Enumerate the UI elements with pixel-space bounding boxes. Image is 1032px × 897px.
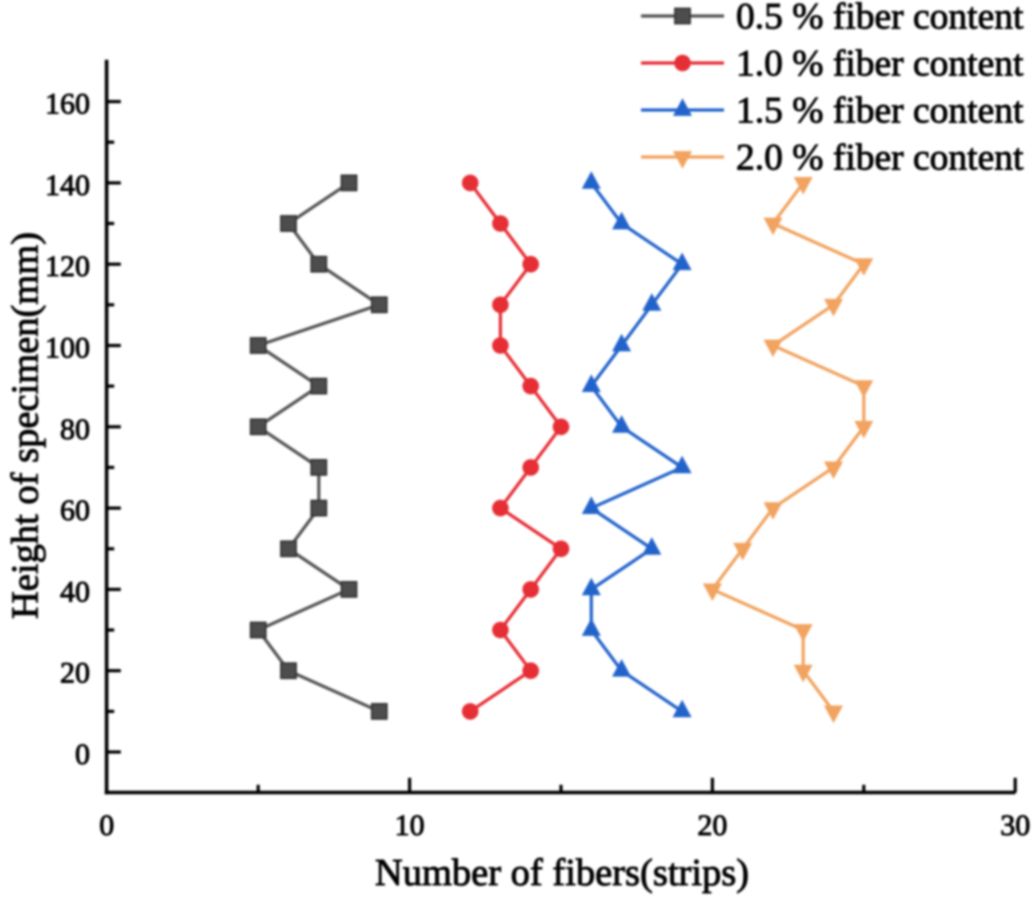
svg-text:10: 10	[395, 809, 425, 842]
svg-text:60: 60	[60, 494, 90, 527]
svg-text:80: 80	[60, 413, 90, 446]
svg-text:30: 30	[1000, 809, 1030, 842]
svg-text:0: 0	[99, 809, 114, 842]
svg-text:120: 120	[45, 250, 90, 283]
svg-text:Height of specimen(mm): Height of specimen(mm)	[5, 232, 47, 619]
svg-text:0.5 % fiber content: 0.5 % fiber content	[736, 0, 1024, 37]
svg-text:140: 140	[45, 169, 90, 202]
svg-text:Number of fibers(strips): Number of fibers(strips)	[375, 852, 749, 894]
svg-text:1.0 % fiber content: 1.0 % fiber content	[736, 43, 1024, 84]
svg-text:160: 160	[45, 88, 90, 121]
svg-text:2.0 % fiber content: 2.0 % fiber content	[736, 137, 1024, 178]
svg-text:20: 20	[60, 657, 90, 690]
svg-text:0: 0	[75, 738, 90, 771]
svg-text:40: 40	[60, 575, 90, 608]
svg-text:100: 100	[45, 332, 90, 365]
svg-text:1.5 % fiber content: 1.5 % fiber content	[736, 90, 1024, 131]
svg-text:20: 20	[697, 809, 727, 842]
